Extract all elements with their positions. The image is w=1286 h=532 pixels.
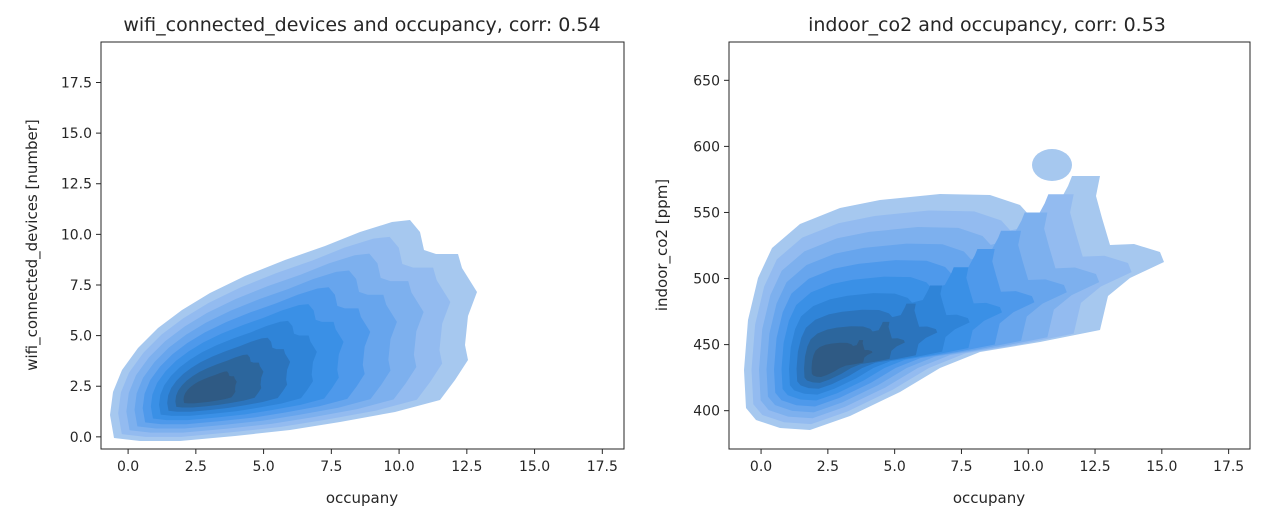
chart-1-density-satellite-1 (1032, 149, 1072, 181)
chart-2-density-level-10 (811, 340, 873, 377)
chart-1-x-tick-label: 17.5 (587, 459, 618, 475)
chart-1-density-level-10 (183, 371, 237, 404)
chart-2-x-tick-label: 2.5 (817, 459, 839, 475)
chart-1-y-tick-label: 7.5 (70, 278, 92, 294)
chart-1-y-ticks: 0.0 2.5 5.0 7.5 10.0 12.5 15.0 17.5 (61, 75, 101, 446)
chart-2-x-tick-label: 0.0 (750, 459, 772, 475)
chart-2-x-tick-label: 12.5 (1079, 459, 1110, 475)
chart-2-x-tick-label: 15.0 (1146, 459, 1177, 475)
chart-2-y-tick-label: 450 (693, 338, 720, 354)
chart-1-y-tick-label: 5.0 (70, 329, 92, 345)
chart-1-y-tick-label: 15.0 (61, 126, 92, 142)
chart-1-y-label: wifi_connected_devices [number] (23, 119, 42, 371)
chart-1-x-tick-label: 12.5 (451, 459, 482, 475)
chart-2-y-tick-label: 600 (693, 139, 720, 155)
chart-2-title: indoor_co2 and occupancy, corr: 0.53 (808, 14, 1166, 36)
chart-1-y-tick-label: 10.0 (61, 227, 92, 243)
chart-2-x-tick-label: 10.0 (1013, 459, 1044, 475)
chart-1-title: wifi_connected_devices and occupancy, co… (123, 14, 600, 36)
chart-1-x-tick-label: 15.0 (519, 459, 550, 475)
chart-1-x-tick-label: 2.5 (185, 459, 207, 475)
chart-1-y-tick-label: 0.0 (70, 430, 92, 446)
chart-1-y-tick-label: 12.5 (61, 177, 92, 193)
chart-2-y-label: indoor_co2 [ppm] (653, 179, 672, 311)
chart-2-x-tick-label: 5.0 (884, 459, 906, 475)
chart-1-y-tick-label: 2.5 (70, 379, 92, 395)
chart-1-x-tick-label: 10.0 (383, 459, 414, 475)
chart-2-y-tick-label: 500 (693, 272, 720, 288)
chart-1-frame (100, 41, 625, 450)
chart-2-y-ticks: 400 450 500 550 600 650 (693, 73, 729, 420)
chart-1-x-tick-label: 0.0 (117, 459, 139, 475)
chart-2: indoor_co2 and occupancy, corr: 0.53 0.0… (653, 14, 1251, 507)
chart-2-frame (728, 41, 1251, 450)
chart-2-x-label: occupany (953, 489, 1025, 507)
chart-1: wifi_connected_devices and occupancy, co… (23, 14, 1072, 507)
chart-2-x-tick-label: 7.5 (950, 459, 972, 475)
chart-1-y-tick-label: 17.5 (61, 75, 92, 91)
chart-1-x-tick-label: 5.0 (252, 459, 274, 475)
chart-2-y-tick-label: 550 (693, 205, 720, 221)
chart-2-x-tick-label: 17.5 (1213, 459, 1244, 475)
chart-2-x-ticks: 0.0 2.5 5.0 7.5 10.0 12.5 15.0 17.5 (750, 449, 1244, 475)
chart-1-x-ticks: 0.0 2.5 5.0 7.5 10.0 12.5 15.0 17.5 (117, 449, 618, 475)
chart-1-x-tick-label: 7.5 (320, 459, 342, 475)
chart-2-y-tick-label: 650 (693, 73, 720, 89)
chart-2-density (744, 176, 1164, 430)
chart-2-y-tick-label: 400 (693, 404, 720, 420)
chart-1-density (110, 149, 1072, 441)
chart-1-x-label: occupany (326, 489, 398, 507)
